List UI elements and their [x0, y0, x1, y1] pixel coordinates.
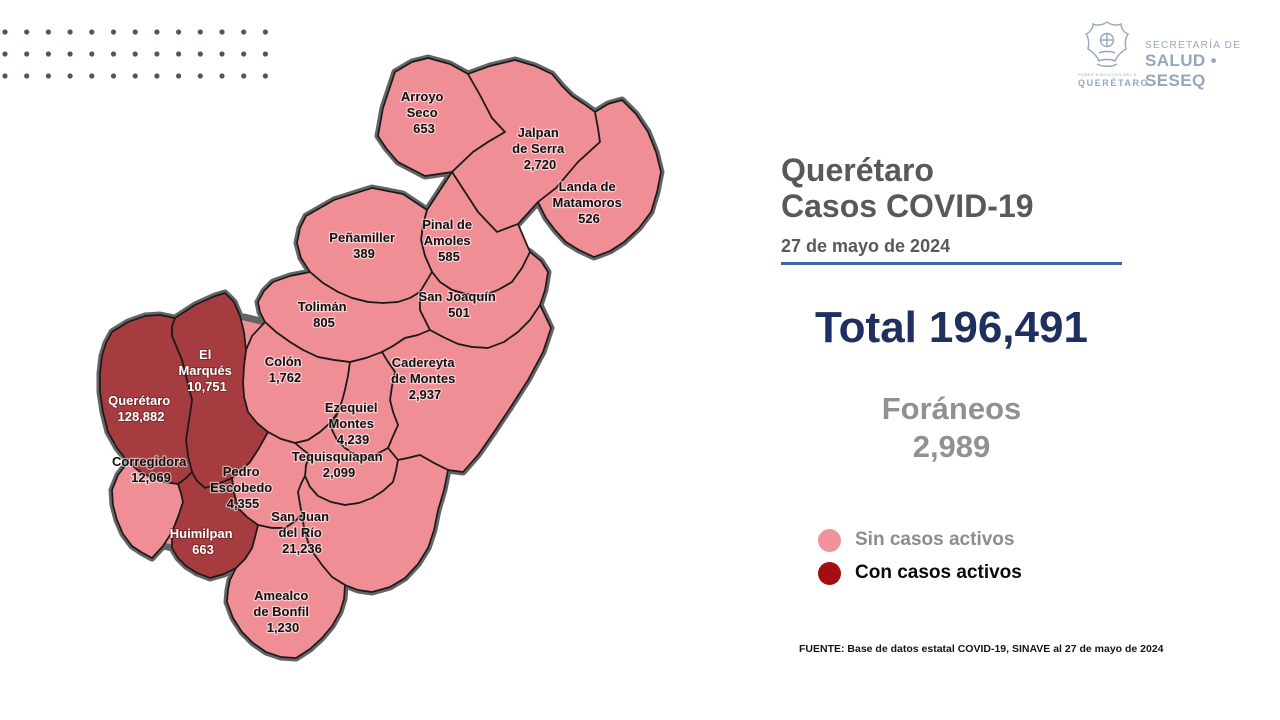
municipality-label-line: de Montes — [391, 371, 455, 386]
municipality-label-pinal-de-amoles: Pinal de Amoles 585 — [422, 217, 475, 264]
municipality-label-line: Peñamiller — [329, 230, 395, 245]
legend-row-con-casos: Con casos activos — [818, 561, 1022, 585]
logo-microtext: PODER EJECUTIVO DEL ESTADO DE QUERÉTARO — [1078, 72, 1136, 77]
municipality-label-line: San Joaquín — [419, 289, 496, 304]
municipality-label-tequisquiapan: Tequisquiapan 2,099 — [292, 449, 386, 480]
municipality-label-landa-de-matamoros: Landa de Matamoros 526 — [553, 179, 626, 226]
municipality-label-line: San Juan — [271, 509, 329, 524]
municipality-label-line: del Río — [279, 525, 322, 540]
municipality-label-ezequiel-montes: Ezequiel Montes 4,239 — [325, 400, 381, 447]
date-underline — [781, 262, 1122, 265]
municipality-label-cadereyta-de-montes: Cadereyta de Montes 2,937 — [391, 355, 459, 402]
municipality-label-line: Jalpan — [518, 125, 559, 140]
logo-estado-text: QUERÉTARO — [1078, 78, 1150, 88]
dots-decoration — [0, 26, 272, 82]
municipality-label-line: 10,751 — [187, 379, 227, 394]
page-title: Querétaro Casos COVID-19 — [781, 152, 1034, 224]
logo: PODER EJECUTIVO DEL ESTADO DE QUERÉTARO … — [1078, 20, 1280, 91]
municipality-label-line: 2,720 — [524, 157, 557, 172]
page-title-line2: Casos COVID-19 — [781, 188, 1034, 224]
legend-row-sin-casos: Sin casos activos — [818, 528, 1022, 552]
municipality-label-penamiller: Peñamiller 389 — [329, 230, 398, 261]
foraneos-value: 2,989 — [912, 429, 991, 464]
municipality-label-line: Matamoros — [553, 195, 622, 210]
municipality-label-line: 128,882 — [118, 409, 165, 424]
municipality-label-line: 501 — [448, 305, 470, 320]
municipality-label-queretaro: Querétaro 128,882 — [108, 393, 174, 424]
municipality-label-line: 1,230 — [267, 620, 300, 635]
report-date: 27 de mayo de 2024 — [781, 236, 951, 256]
municipality-label-line: Escobedo — [210, 480, 272, 495]
municipality-label-line: Amoles — [424, 233, 471, 248]
municipality-label-line: Cadereyta — [392, 355, 456, 370]
municipality-label-line: Amealco — [254, 588, 308, 603]
municipality-label-line: Marqués — [178, 363, 231, 378]
municipality-label-pedro-escobedo: Pedro Escobedo 4,355 — [210, 464, 276, 511]
municipality-label-line: 389 — [353, 246, 375, 261]
municipality-label-line: 21,236 — [282, 541, 322, 556]
municipality-label-colon: Colón 1,762 — [265, 354, 305, 385]
municipality-label-line: Pinal de — [422, 217, 472, 232]
municipality-label-line: 2,937 — [409, 387, 442, 402]
legend-label-sin-casos: Sin casos activos — [855, 529, 1015, 550]
logo-secretaria-text: SECRETARÍA DE — [1145, 40, 1242, 51]
municipality-label-line: 2,099 — [323, 465, 356, 480]
page-title-line1: Querétaro — [781, 152, 934, 188]
foraneos-block: Foráneos 2,989 — [781, 390, 1122, 466]
municipality-huimilpan — [171, 471, 259, 579]
legend-swatch-con-casos — [818, 561, 841, 585]
municipality-label-line: 12,069 — [131, 470, 171, 485]
foraneos-label: Foráneos — [881, 391, 1022, 426]
municipality-label-line: Pedro — [223, 464, 260, 479]
logo-salud-seseq-text: SALUD • SESEQ — [1145, 51, 1218, 90]
municipality-label-line: Arroyo — [401, 89, 444, 104]
municipality-label-line: Querétaro — [108, 393, 170, 408]
legend-swatch-sin-casos — [818, 528, 841, 552]
logo-text-block: SECRETARÍA DE SALUD • SESEQ — [1145, 40, 1280, 91]
municipality-label-line: Landa de — [559, 179, 616, 194]
total-cases: Total 196,491 — [781, 303, 1122, 353]
municipality-label-line: Huimilpan — [170, 526, 233, 541]
municipality-amealco-de-bonfil — [226, 514, 346, 659]
source-note: FUENTE: Base de datos estatal COVID-19, … — [799, 643, 1164, 655]
municipality-label-line: de Serra — [512, 141, 565, 156]
municipality-label-line: 4,355 — [227, 496, 260, 511]
municipality-label-line: de Bonfil — [253, 604, 309, 619]
municipality-label-corregidora: Corregidora 12,069 — [112, 454, 190, 485]
municipality-label-line: Seco — [407, 105, 438, 120]
municipality-label-line: 4,239 — [337, 432, 370, 447]
municipality-label-line: 805 — [313, 315, 335, 330]
municipality-label-huimilpan: Huimilpan 663 — [170, 526, 236, 557]
logo-crest-block: PODER EJECUTIVO DEL ESTADO DE QUERÉTARO … — [1078, 20, 1150, 88]
queretaro-crest-icon — [1084, 21, 1130, 67]
municipality-label-line: El — [199, 347, 211, 362]
municipality-label-line: Corregidora — [112, 454, 187, 469]
municipality-label-line: Colón — [265, 354, 302, 369]
municipality-label-line: 653 — [413, 121, 435, 136]
municipality-label-line: 585 — [438, 249, 460, 264]
municipality-label-san-juan-del-rio: San Juan del Río 21,236 — [271, 509, 332, 556]
municipality-label-arroyo-seco: Arroyo Seco 653 — [401, 89, 447, 136]
municipality-label-line: Tequisquiapan — [292, 449, 383, 464]
legend-label-con-casos: Con casos activos — [855, 562, 1022, 583]
municipality-label-el-marques: El Marqués 10,751 — [178, 347, 235, 394]
municipality-label-line: 1,762 — [269, 370, 302, 385]
municipality-label-line: Ezequiel — [325, 400, 378, 415]
municipality-landa-de-matamoros — [537, 99, 662, 258]
municipality-label-line: Tolimán — [298, 299, 347, 314]
municipality-label-amealco-de-bonfil: Amealco de Bonfil 1,230 — [253, 588, 312, 635]
municipality-label-line: 526 — [578, 211, 600, 226]
municipality-label-jalpan-de-serra: Jalpan de Serra 2,720 — [512, 125, 568, 172]
total-value: 196,491 — [928, 303, 1088, 352]
municipality-label-line: 663 — [192, 542, 214, 557]
municipality-label-san-joaquin: San Joaquín 501 — [419, 289, 500, 320]
municipality-label-line: Montes — [328, 416, 374, 431]
municipality-label-toliman: Tolimán 805 — [298, 299, 351, 330]
legend: Sin casos activos Con casos activos — [818, 528, 1022, 594]
total-label: Total — [815, 303, 917, 352]
